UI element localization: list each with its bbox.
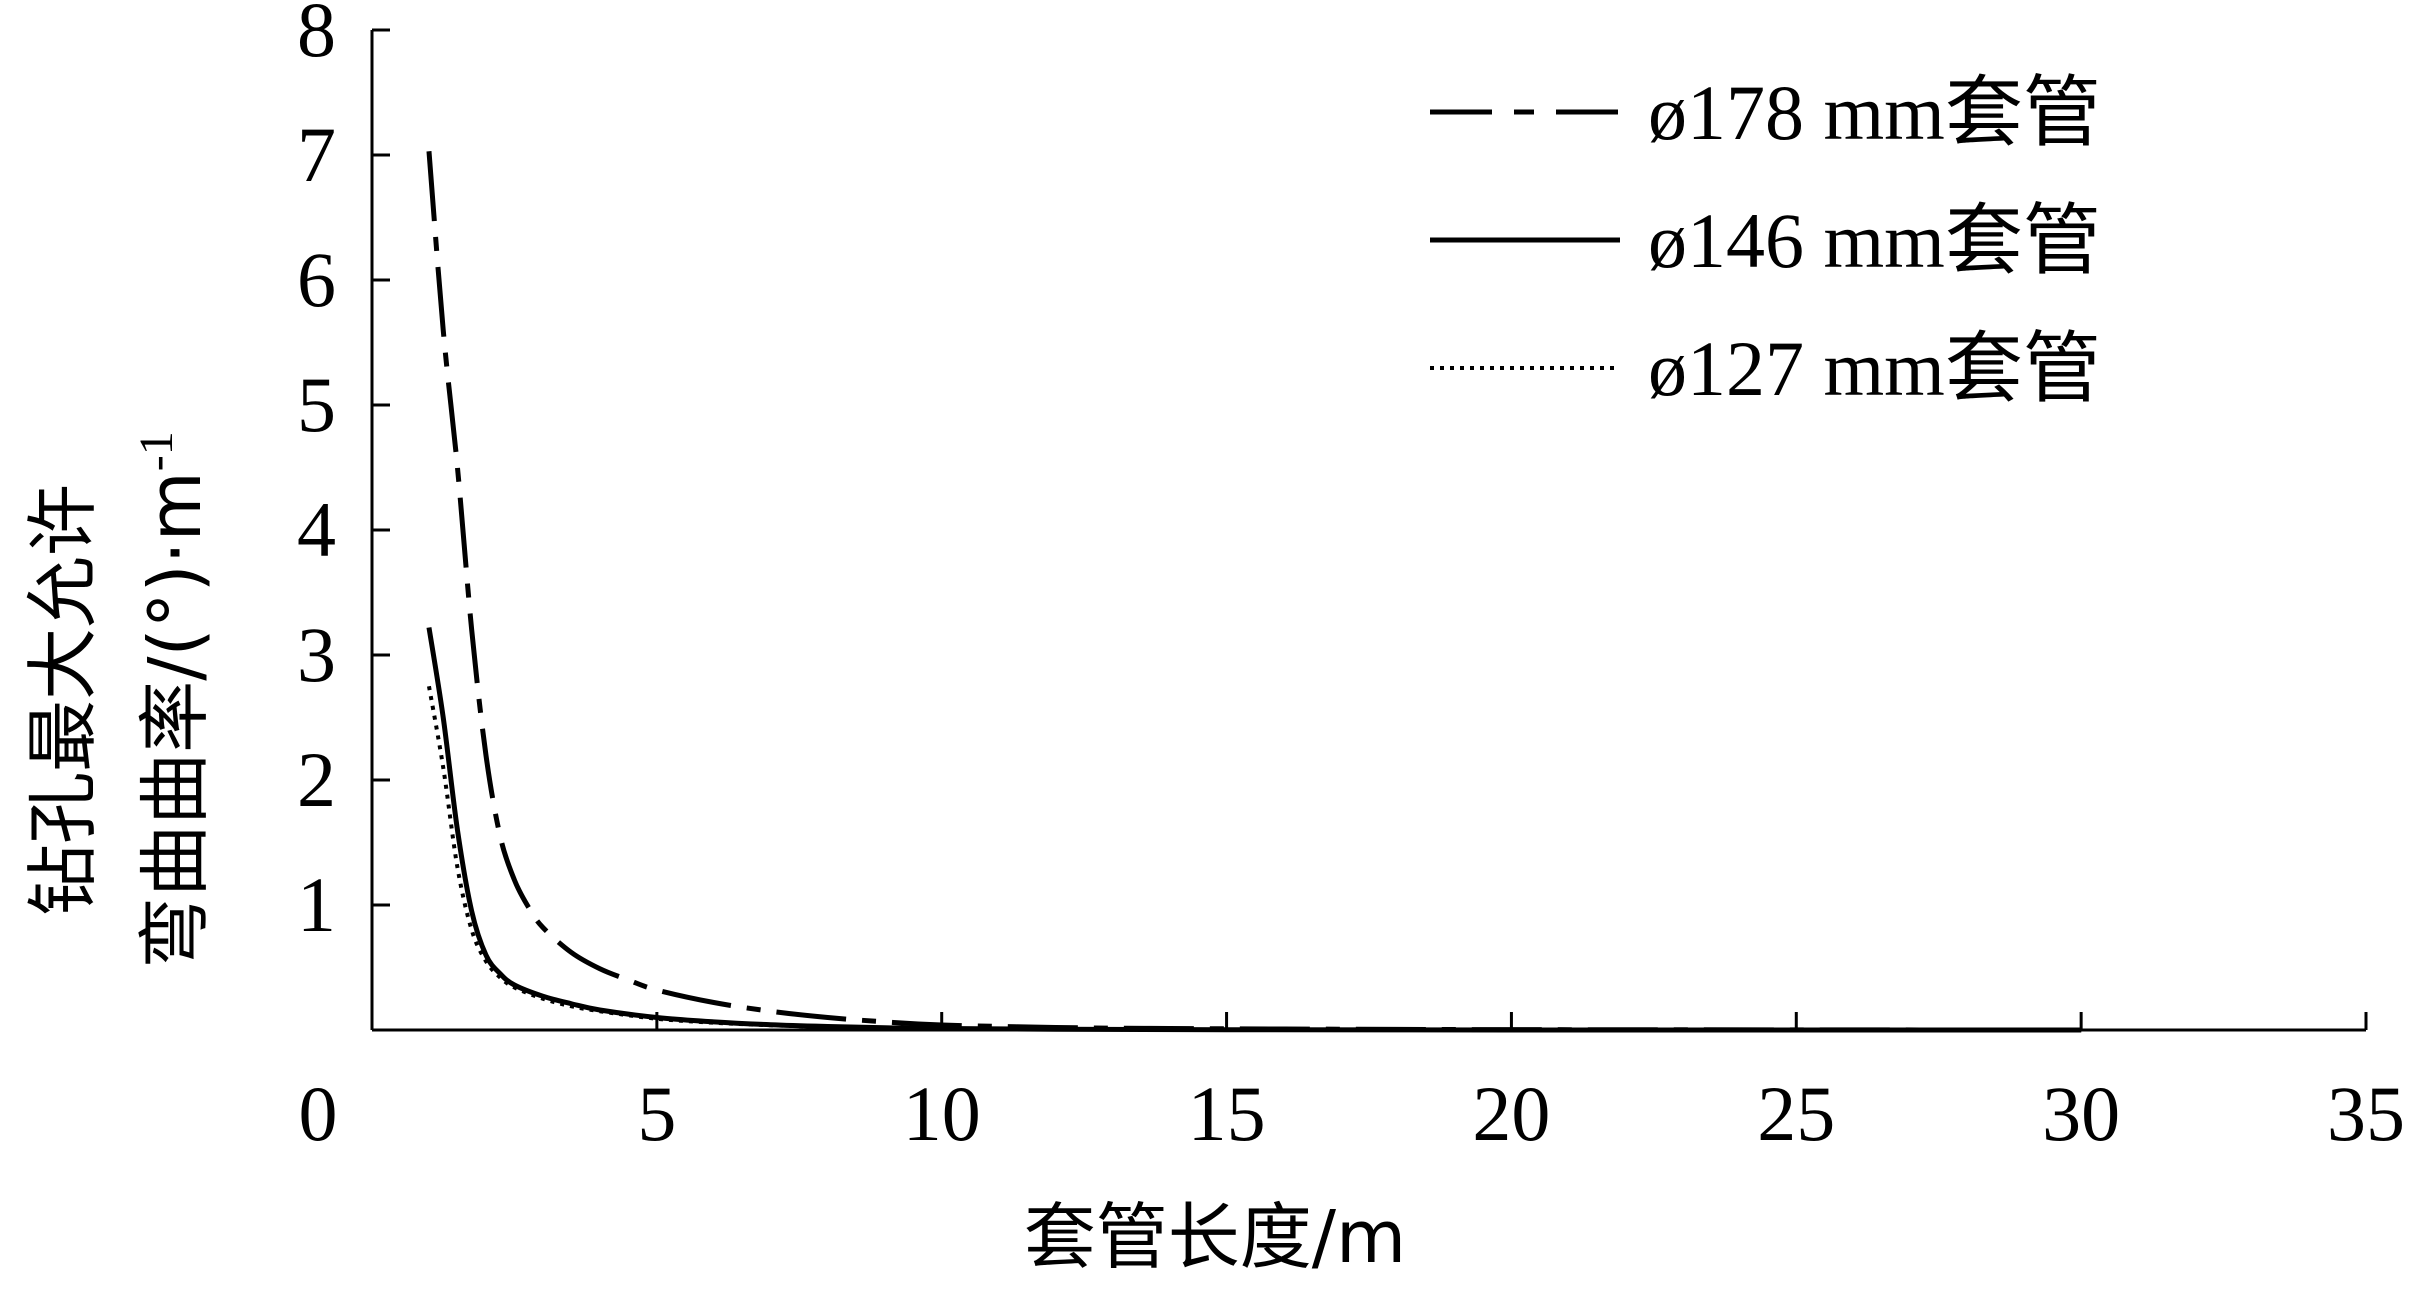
y-axis-label-superscript: -1	[130, 431, 183, 471]
x-tick-label: 5	[637, 1070, 676, 1157]
y-tick-label: 3	[297, 611, 336, 698]
x-tick-label: 0	[299, 1070, 338, 1157]
legend-label-3: ø127 mm套管	[1648, 325, 2101, 412]
y-axis-label-line2: 弯曲曲率/(°)·m-1	[130, 431, 217, 968]
y-tick-label: 8	[297, 0, 336, 73]
x-tick-label: 10	[903, 1070, 981, 1157]
legend-label-1: ø178 mm套管	[1648, 69, 2101, 156]
x-tick-label: 15	[1188, 1070, 1266, 1157]
y-tick-label: 1	[297, 861, 336, 948]
legend: ø178 mm套管 ø146 mm套管 ø127 mm套管	[1430, 69, 2101, 412]
x-tick-label: 30	[2042, 1070, 2120, 1157]
axes	[370, 30, 2366, 1032]
y-tick-label: 7	[297, 111, 336, 198]
legend-label-2: ø146 mm套管	[1648, 197, 2101, 284]
series-line-3	[427, 685, 2082, 1033]
y-tick-label: 4	[297, 486, 336, 573]
y-tick-label: 5	[297, 361, 336, 448]
x-tick-label: 20	[1472, 1070, 1550, 1157]
y-tick-label: 6	[297, 236, 336, 323]
y-axis-label-line1: 钻孔最大允许	[21, 484, 105, 916]
y-axis-label-line2-text: 弯曲曲率/(°)·m	[133, 471, 217, 968]
ticks: 0 5 10 15 20 25 30 35 1 2 3 4 5 6 7 8	[297, 0, 2405, 1157]
y-tick-label: 2	[297, 736, 336, 823]
x-axis-label: 套管长度/m	[1024, 1195, 1406, 1279]
x-tick-label: 25	[1757, 1070, 1835, 1157]
x-tick-label: 35	[2327, 1070, 2405, 1157]
series-line-2	[426, 627, 2082, 1033]
